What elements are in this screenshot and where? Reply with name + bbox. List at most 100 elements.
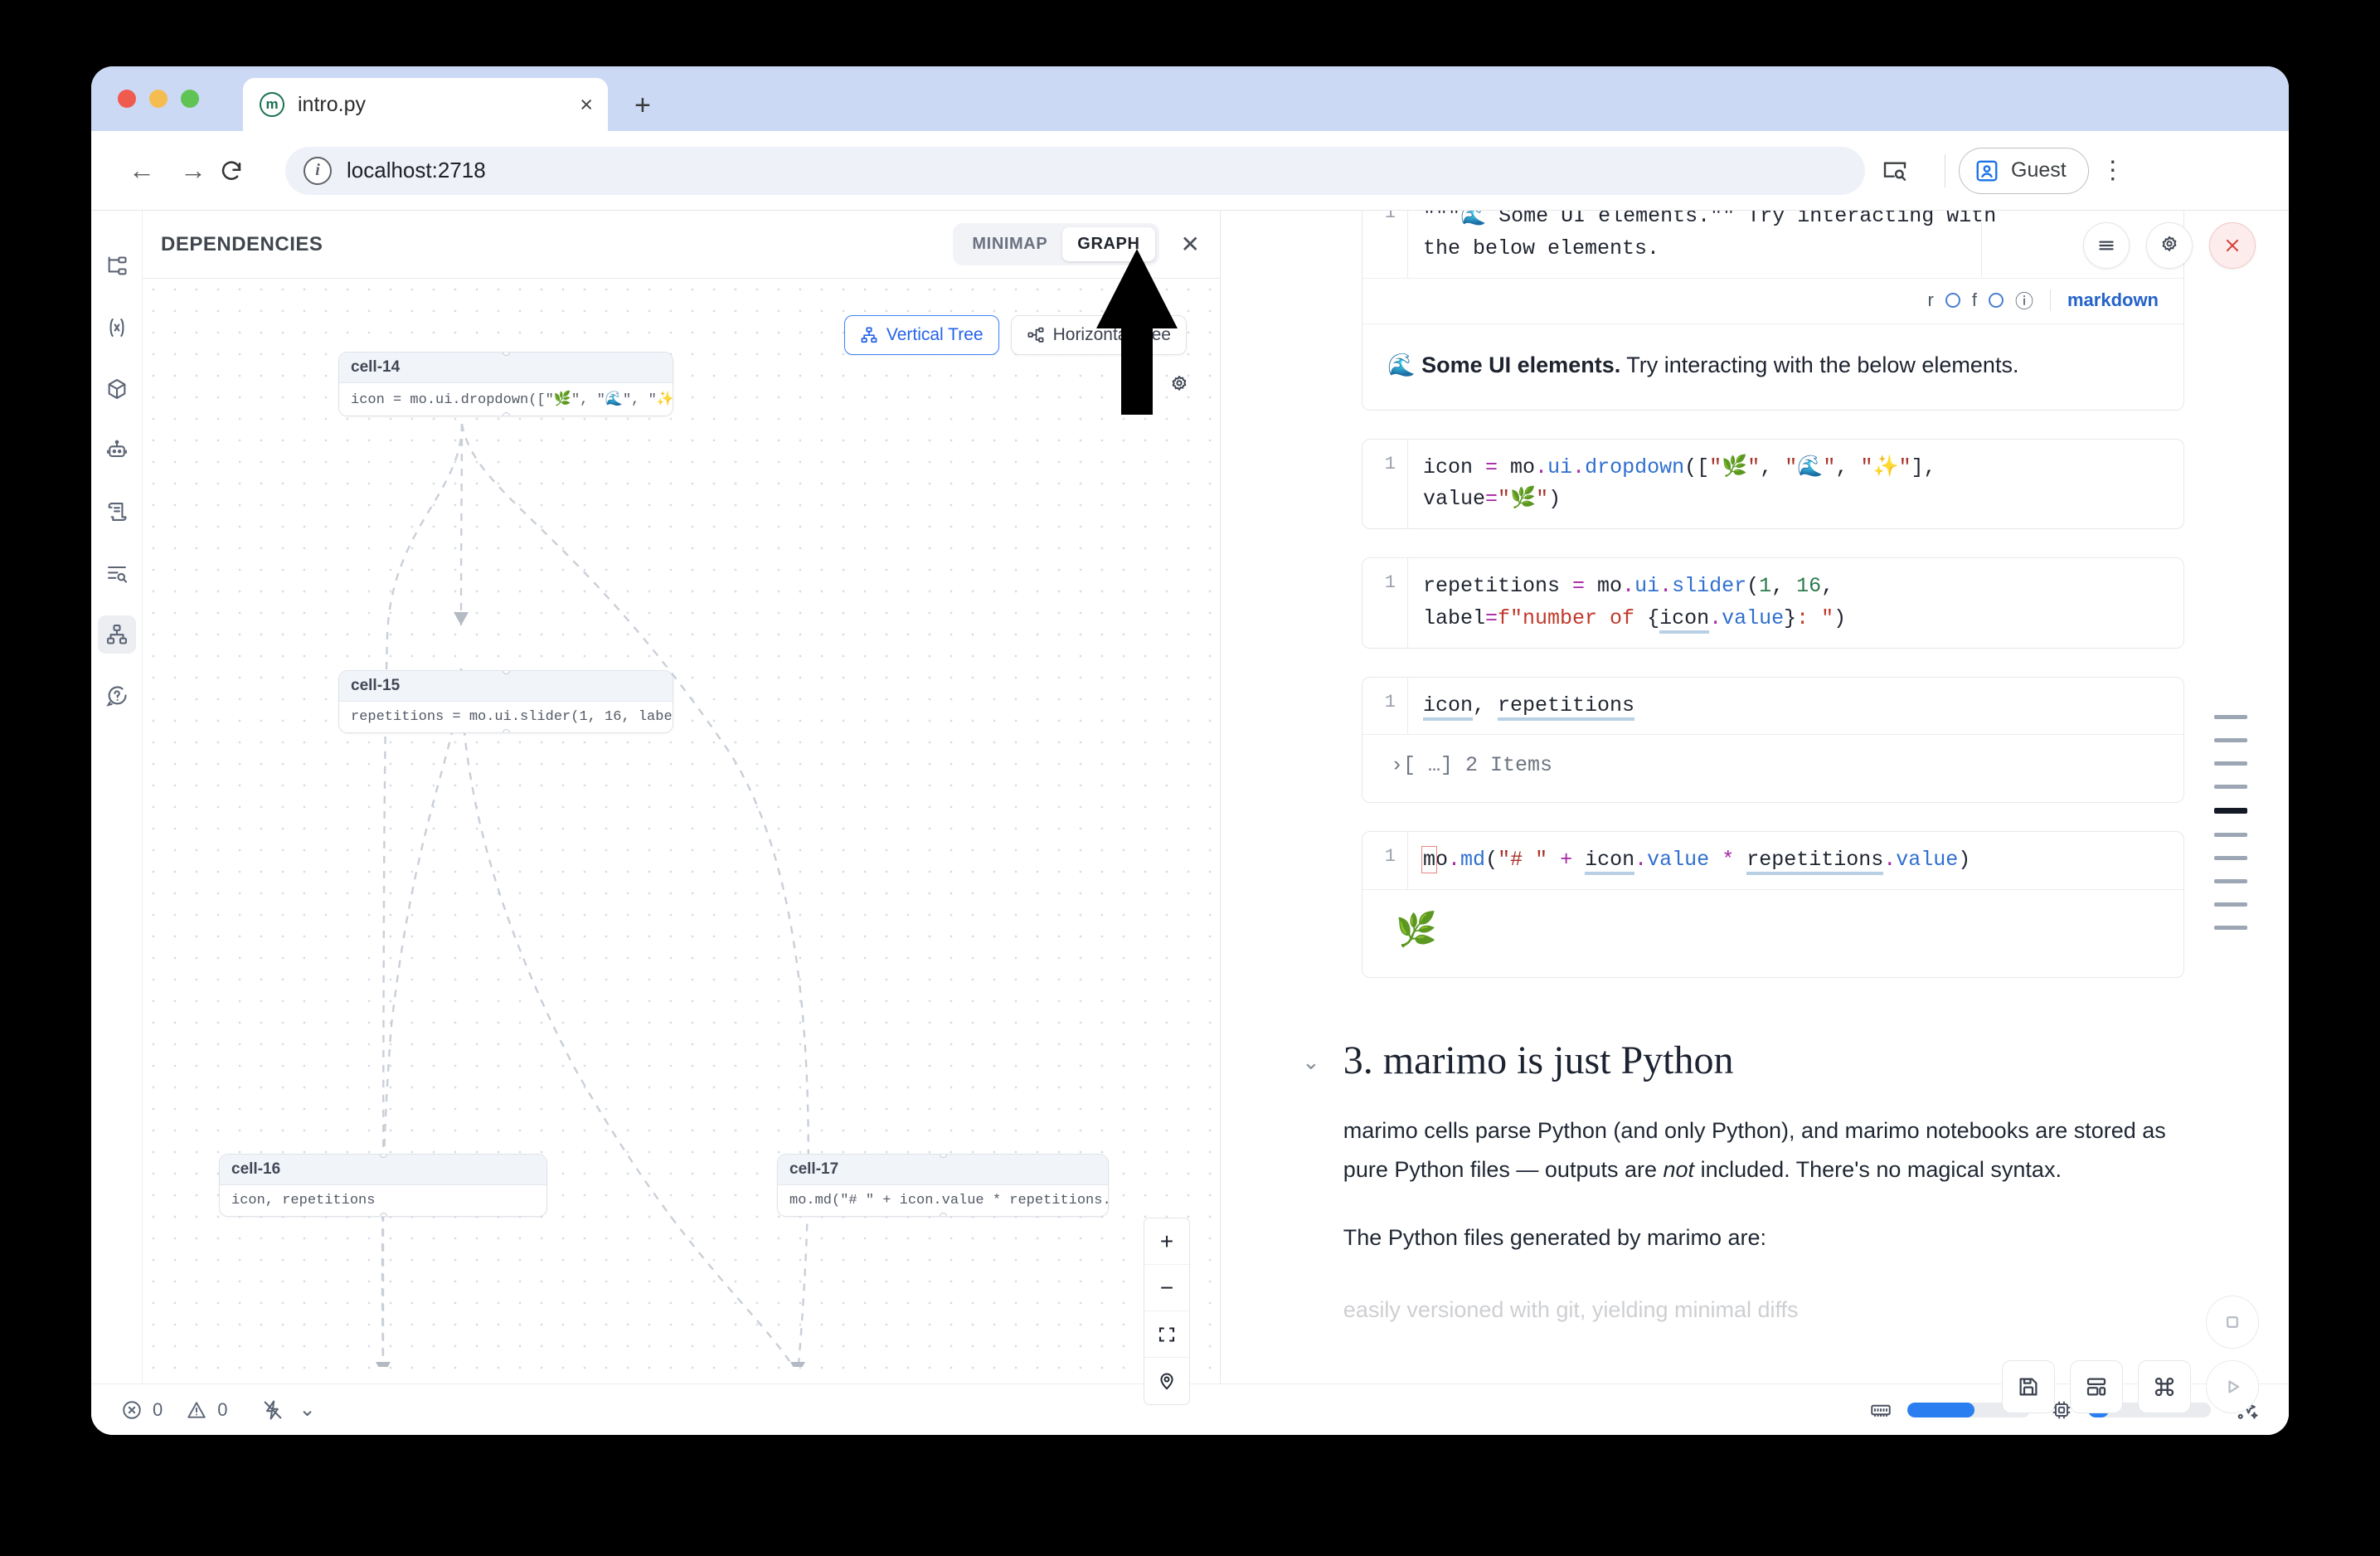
browser-tab[interactable]: m intro.py × [243,78,608,131]
cell-code[interactable]: icon = mo.ui.dropdown(["🌿", "🌊", "✨"], v… [1407,439,2183,529]
zoom-out-button[interactable]: − [1144,1265,1189,1311]
minimap-mark[interactable] [2214,926,2247,930]
cell-language-label[interactable]: markdown [2067,289,2159,310]
back-icon[interactable]: ← [129,155,155,185]
line-number: 1 [1384,572,1396,594]
site-info-icon[interactable]: i [304,156,332,185]
run-all-button[interactable] [2206,1360,2259,1413]
memory-chip-icon [1869,1398,1892,1422]
cell-settings-button[interactable] [2146,222,2193,269]
search-tabs-icon[interactable] [1882,158,1931,184]
profile-label: Guest [2011,158,2067,182]
minimap-mark[interactable] [2214,902,2247,907]
node-port-top [939,1155,947,1158]
run-controls [2206,1296,2259,1413]
sidebar-item-file-explorer[interactable] [98,247,136,285]
network-graph-icon [106,624,127,644]
status-bar: 0 0 ⌄ [91,1383,2289,1435]
minimap-mark-active[interactable] [2214,808,2247,814]
error-circle-icon[interactable] [121,1399,143,1421]
graph-node-cell-16[interactable]: cell-16 icon, repetitions [219,1154,547,1217]
cell-editor[interactable]: 1 icon, repetitions [1362,677,2183,735]
notebook-cell-md-output[interactable]: 1 mo.md("# " + icon.value * repetitions.… [1362,831,2184,979]
toolbar-right: Guest ⋮ [1882,147,2137,194]
address-bar[interactable]: i localhost:2718 [285,146,1865,195]
browser-menu-icon[interactable]: ⋮ [2100,156,2125,184]
new-tab-button[interactable]: + [634,90,651,121]
zoom-in-button[interactable]: + [1144,1218,1189,1265]
output-emoji: 🌊 [1387,352,1422,377]
line-number: 1 [1384,453,1396,474]
graph-settings-gear-icon[interactable] [1168,374,1190,396]
node-code: icon, repetitions [231,1193,376,1208]
play-triangle-icon [2228,1380,2240,1393]
close-panel-icon[interactable]: ✕ [1180,231,1200,257]
maximize-window-button[interactable] [181,90,199,108]
close-window-button[interactable] [118,90,136,108]
sidebar-item-ai-assistant[interactable] [98,431,136,469]
cell-code[interactable]: repetitions = mo.ui.slider(1, 16, label=… [1407,558,2183,648]
fit-view-button[interactable] [1144,1311,1189,1358]
minimap-mark[interactable] [2214,879,2247,883]
profile-chip[interactable]: Guest [1959,147,2089,194]
cell-editor[interactable]: 1 """🌊 Some UI elements."" Try interacti… [1362,211,2183,278]
sidebar-item-variables[interactable] [98,309,136,347]
graph-node-cell-17[interactable]: cell-17 mo.md("# " + icon.value * repeti… [777,1154,1109,1217]
section-heading: 3. marimo is just Python [1343,1038,1734,1083]
guest-avatar-icon [1976,160,1998,181]
cell-menu-button[interactable] [2083,222,2130,269]
vertical-tree-icon [861,327,877,343]
notebook-cell-markdown[interactable]: 1 """🌊 Some UI elements."" Try interacti… [1362,211,2184,411]
reload-icon[interactable] [219,158,270,183]
cell-code[interactable]: icon, repetitions [1407,677,2183,735]
notebook-cell-slider[interactable]: 1 repetitions = mo.ui.slider(1, 16, labe… [1362,557,2184,649]
minimize-window-button[interactable] [149,90,168,108]
interrupt-button[interactable] [2206,1296,2259,1349]
cell-editor[interactable]: 1 repetitions = mo.ui.slider(1, 16, labe… [1362,558,2183,648]
minimap-mark[interactable] [2214,738,2247,742]
close-icon[interactable]: × [580,91,593,117]
command-palette-button[interactable] [2138,1360,2191,1413]
tab-minimap[interactable]: MINIMAP [972,235,1048,253]
cell-output: 🌿 [1362,889,2183,977]
code-line-2: the below elements. [1423,236,1660,260]
reactive-toggle[interactable] [1945,292,1960,308]
minimap-mark[interactable] [2214,761,2247,766]
minimap-mark[interactable] [2214,715,2247,719]
sidebar-item-dependency-graph[interactable] [97,615,136,654]
section-paragraph-2: The Python files generated by marimo are… [1343,1224,1767,1250]
runtime-mode-chevron-down-icon[interactable]: ⌄ [299,1398,316,1421]
minimap-mark[interactable] [2214,856,2247,860]
cell-code[interactable]: """🌊 Some UI elements."" Try interacting… [1407,211,2183,278]
graph-node-cell-14[interactable]: cell-14 icon = mo.ui.dropdown(["🌿", "🌊",… [338,352,673,416]
cell-editor[interactable]: 1 mo.md("# " + icon.value * repetitions.… [1362,832,2183,890]
notebook-scroll-content: 1 """🌊 Some UI elements."" Try interacti… [1221,211,2289,1330]
format-toggle[interactable] [1988,292,2004,308]
warning-triangle-icon[interactable] [186,1399,207,1421]
notebook-cell-dropdown[interactable]: 1 icon = mo.ui.dropdown(["🌿", "🌊", "✨"],… [1362,438,2184,530]
node-port-bottom [502,412,510,416]
vertical-tree-button[interactable]: Vertical Tree [843,315,999,355]
save-notebook-button[interactable] [2002,1360,2055,1413]
notebook-cell-tuple[interactable]: 1 icon, repetitions ›[ …] 2 Items [1362,676,2184,804]
layout-options-button[interactable] [2070,1360,2123,1413]
graph-node-cell-15[interactable]: cell-15 repetitions = mo.ui.slider(1, 16… [338,670,673,733]
cpu-icon [2050,1398,2073,1422]
sidebar-item-help[interactable] [98,677,136,715]
fit-icon [1158,1326,1175,1342]
lightning-off-icon[interactable] [261,1398,284,1422]
center-view-button[interactable] [1144,1358,1189,1404]
graph-canvas[interactable]: Vertical Tree Horizontal Tree [143,279,1220,1435]
sidebar-item-logs[interactable] [98,554,136,592]
delete-cell-button[interactable] [2209,222,2256,269]
cell-editor[interactable]: 1 icon = mo.ui.dropdown(["🌿", "🌊", "✨"],… [1362,439,2183,529]
sidebar-item-packages[interactable] [98,370,136,408]
minimap-mark[interactable] [2214,785,2247,789]
forward-icon[interactable]: → [180,155,206,185]
minimap-mark[interactable] [2214,833,2247,837]
cell-code[interactable]: mo.md("# " + icon.value * repetitions.va… [1407,832,2183,890]
info-icon[interactable]: ⓘ [2014,290,2033,312]
cell-output[interactable]: ›[ …] 2 Items [1362,734,2183,802]
collapse-section-chevron-down-icon[interactable]: ⌄ [1302,1049,1320,1075]
sidebar-item-snippets[interactable] [98,493,136,531]
